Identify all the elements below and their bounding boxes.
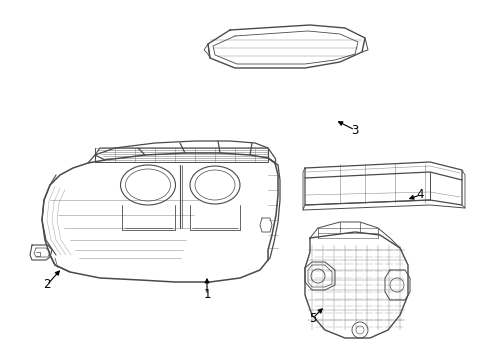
Text: 2: 2 [43, 279, 51, 292]
Text: 3: 3 [351, 123, 359, 136]
Text: 1: 1 [203, 288, 211, 302]
Text: 4: 4 [416, 189, 424, 202]
Text: 5: 5 [309, 311, 317, 324]
